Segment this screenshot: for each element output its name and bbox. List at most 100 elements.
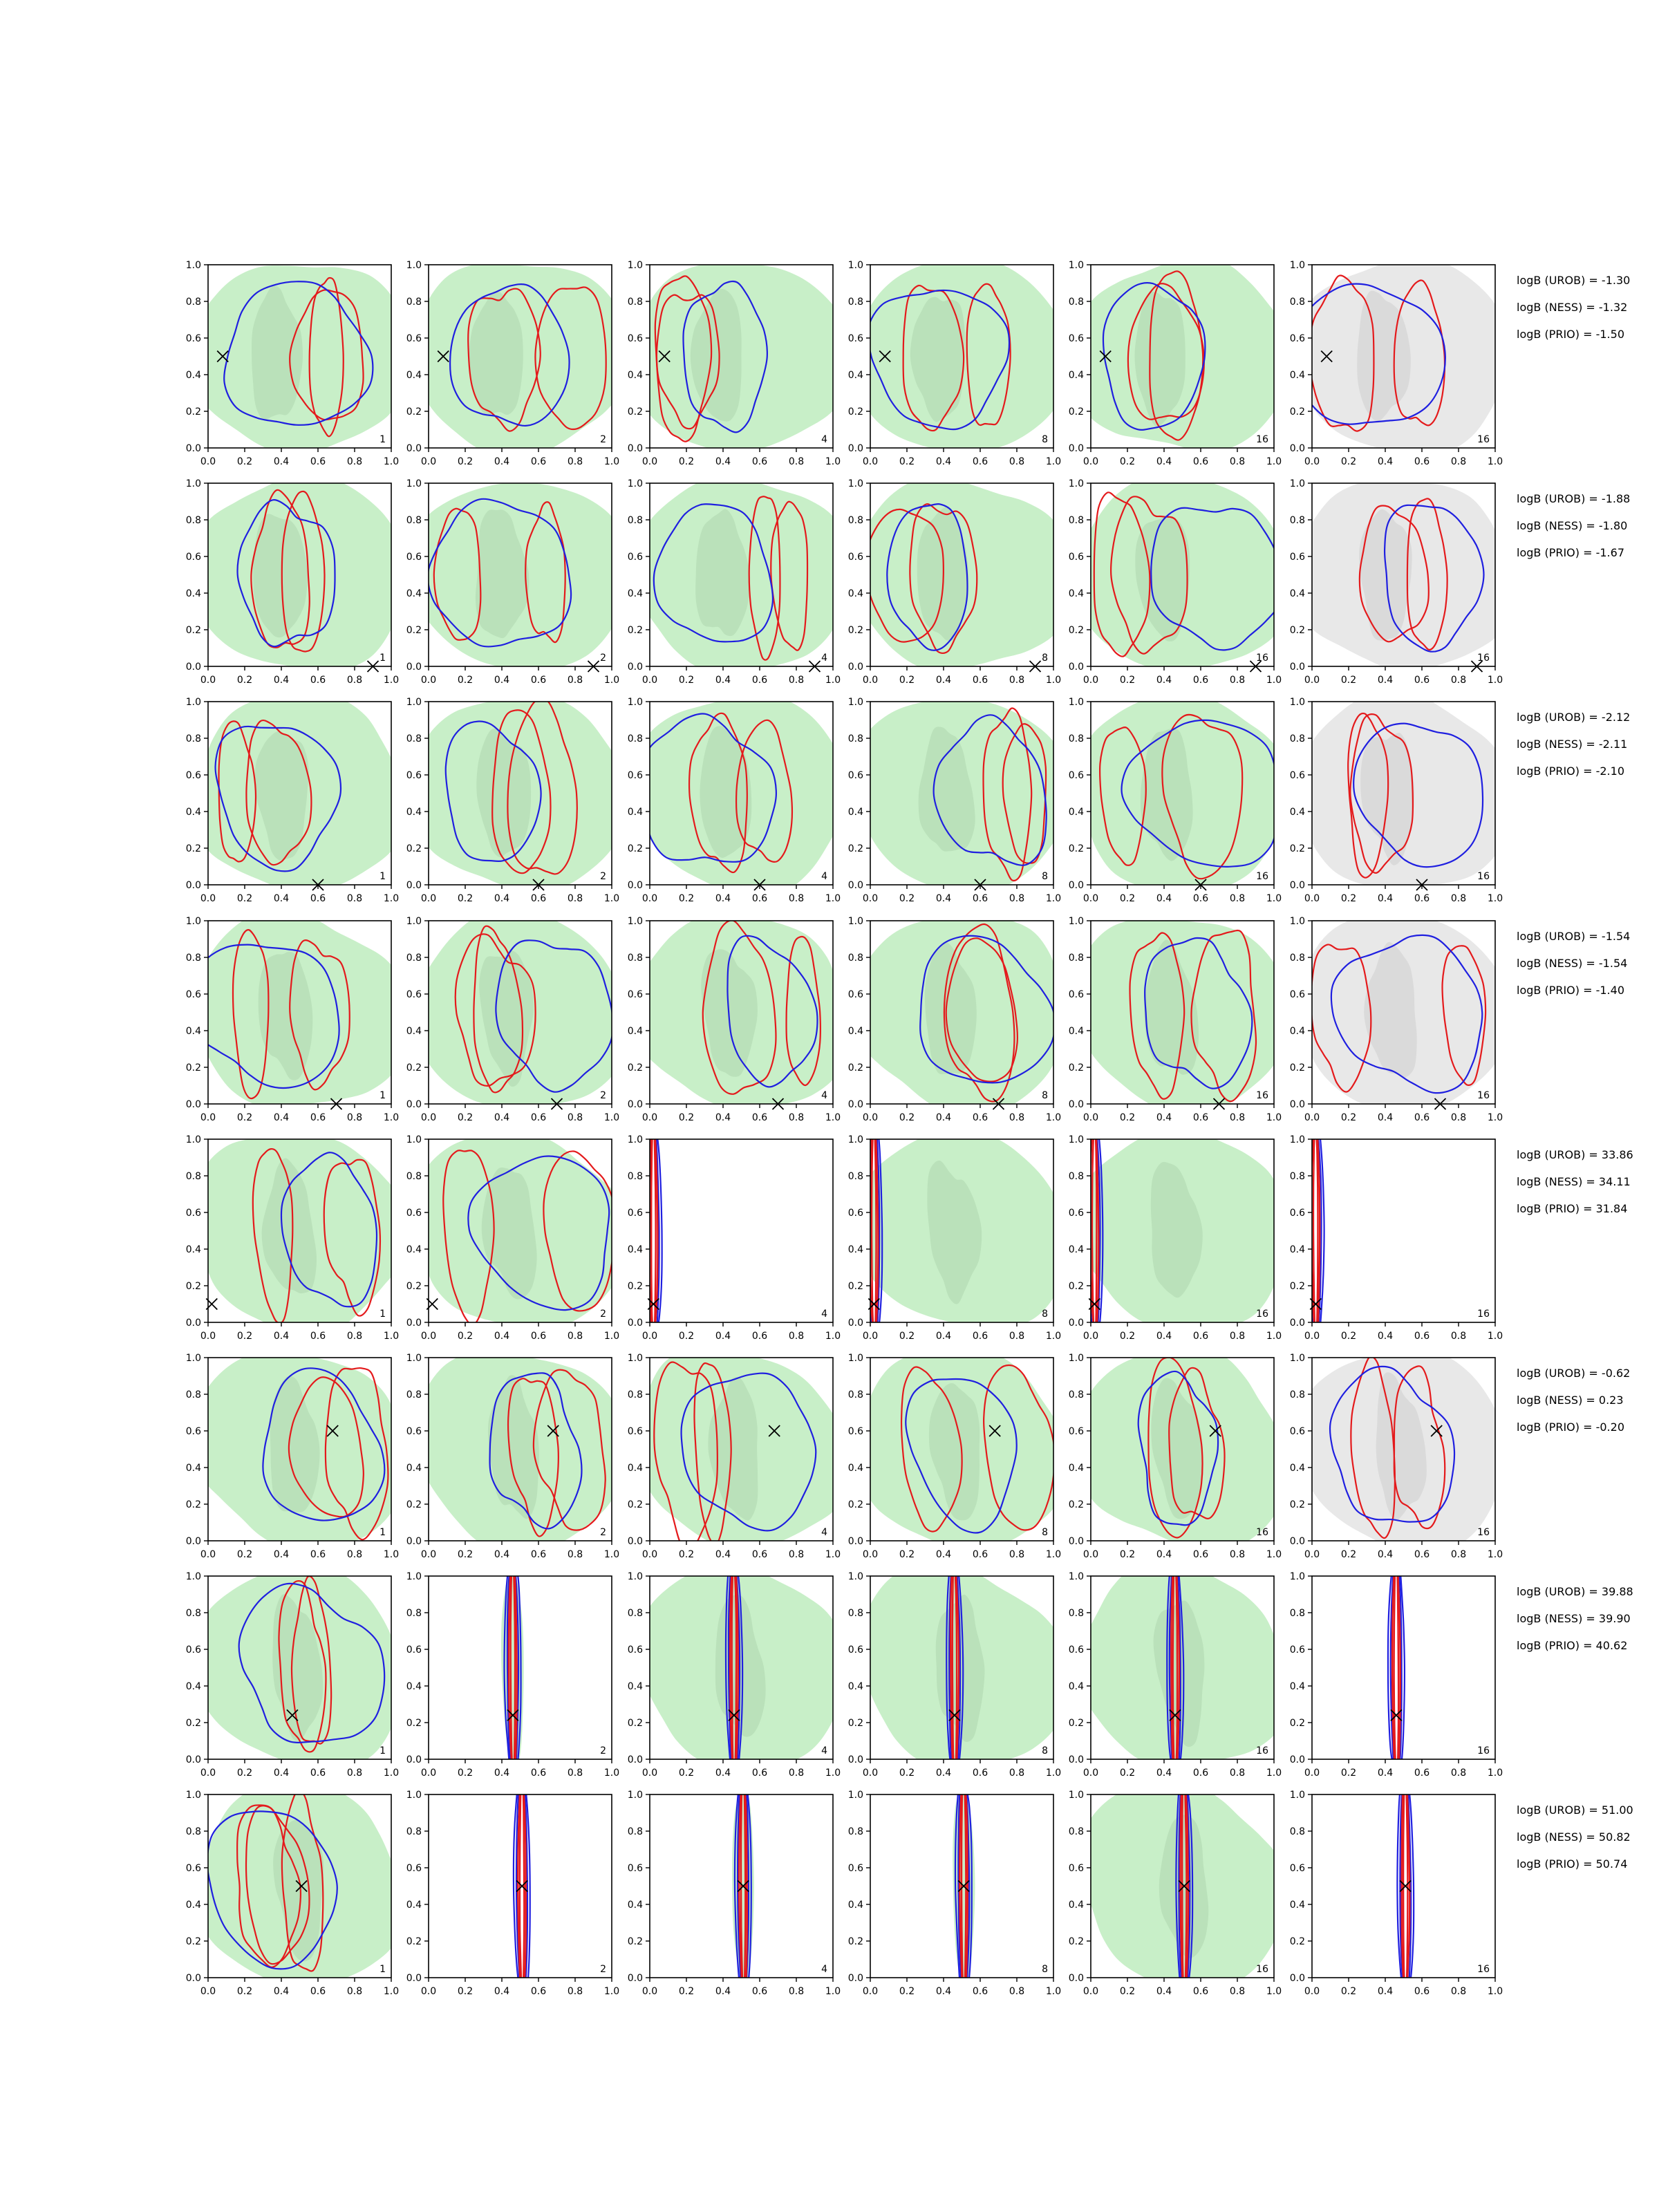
x-tick-label: 0.8 [568, 1112, 583, 1123]
y-tick-label: 0.4 [628, 1463, 643, 1474]
y-tick-label: 0.2 [848, 1499, 863, 1510]
x-tick-label: 0.6 [531, 1986, 546, 1997]
y-tick-label: 1.0 [628, 1571, 643, 1582]
x-tick-label: 0.0 [421, 1768, 436, 1779]
x-tick-label: 0.6 [973, 893, 988, 904]
axes-frame [207, 701, 392, 885]
y-tick-label: 0.8 [1290, 733, 1305, 744]
y-tick-label: 0.0 [406, 1536, 422, 1547]
y-tick-label: 0.0 [1069, 1973, 1084, 1984]
red-contour [650, 1139, 657, 1322]
panel-r6-c1: 0.0 0.0 0.2 0.2 0.4 0.4 0.6 0.6 0.8 0.8 1.0 1.0 1 [186, 1353, 399, 1560]
y-tick-label: 0.4 [1290, 1463, 1305, 1474]
axes-frame [428, 1138, 612, 1323]
x-tick-label: 0.0 [1304, 893, 1320, 904]
blue-contour [280, 1152, 378, 1308]
y-tick-label: 1.0 [1069, 1134, 1084, 1145]
x-tick-label: 0.8 [347, 1986, 362, 1997]
density-fill-core [252, 285, 303, 420]
x-tick-label: 1.0 [1046, 893, 1061, 904]
axes-frame [870, 1794, 1054, 1978]
x-tick-label: 0.0 [200, 1112, 216, 1123]
blue-contour [886, 503, 968, 651]
x-tick-label: 1.0 [825, 1549, 841, 1560]
x-tick-label: 0.2 [1341, 1768, 1356, 1779]
panel-r6-c4: 0.00.0 0.2 0.2 0.4 0.4 0.6 0.6 0.8 0.8 1.0 1.0 8 [848, 1353, 1061, 1560]
density-fill-core [1364, 941, 1417, 1078]
x-tick-label: 0.0 [1304, 1986, 1320, 1997]
blue-contour [1329, 1365, 1456, 1523]
x-tick-label: 1.0 [384, 1112, 399, 1123]
y-tick-label: 0.6 [628, 552, 643, 563]
blue-contour [870, 289, 1011, 431]
y-tick-label: 0.4 [848, 1244, 863, 1255]
y-tick-label: 0.6 [1069, 333, 1084, 344]
y-tick-label: 0.2 [1290, 406, 1305, 418]
panel-r5-c1: 0.0 0.0 0.2 0.2 0.4 0.4 0.6 0.6 0.8 0.8 1.0 1.0 1 [186, 1134, 399, 1342]
y-tick-label: 0.4 [406, 588, 422, 599]
true-parameter-marker [1212, 1098, 1226, 1110]
axes-frame [1311, 1575, 1496, 1760]
axes-frame [428, 1794, 612, 1978]
panel-r8-c2: 0.0 0.0 0.2 0.2 0.4 0.4 0.6 0.6 0.8 0.8 1.0 1.0 2 [406, 1790, 619, 1997]
x-tick-label: 0.6 [1414, 1549, 1430, 1560]
y-tick-label: 0.8 [628, 1171, 643, 1182]
axes-frame [428, 264, 612, 449]
blue-contour [1389, 1576, 1403, 1759]
panel-r5-c3: 0.0 0.0 0.2 0.2 0.4 0.4 0.6 0.6 0.8 0.8 1.0 1.0 4 [628, 1134, 841, 1342]
x-tick-label: 0.0 [200, 456, 216, 467]
y-tick-label: 1.0 [848, 1790, 863, 1801]
panel-r5-c2: 0.0 0.0 0.2 0.2 0.4 0.4 0.6 0.6 0.8 0.8 1.0 1.0 2 [406, 1134, 619, 1342]
y-tick-label: 0.2 [628, 1499, 643, 1510]
y-tick-label: 0.6 [1290, 1208, 1305, 1219]
axes-frame [1311, 264, 1496, 449]
y-tick-label: 0.8 [186, 1608, 201, 1619]
y-tick-label: 0.8 [1290, 953, 1305, 964]
y-tick-label: 0.4 [1069, 1244, 1084, 1255]
x-tick-label: 0.2 [237, 675, 252, 686]
x-tick-label: 0.8 [1009, 893, 1024, 904]
x-tick-label: 0.4 [715, 1549, 731, 1560]
y-tick-label: 0.4 [848, 807, 863, 818]
y-tick-label: 0.2 [1069, 843, 1084, 854]
x-tick-label: 0.2 [237, 1112, 252, 1123]
red-contour [909, 503, 978, 655]
panel-label: 8 [1042, 1527, 1048, 1538]
axes-frame [1090, 1794, 1275, 1978]
x-tick-label: 0.6 [752, 1986, 767, 1997]
y-tick-label: 0.8 [406, 1389, 422, 1400]
red-contour [1358, 505, 1430, 643]
true-parameter-marker [647, 1297, 659, 1311]
panel-contours [429, 483, 612, 666]
x-tick-label: 1.0 [1046, 1986, 1061, 1997]
y-tick-label: 1.0 [628, 1353, 643, 1364]
y-tick-label: 0.2 [1069, 1499, 1084, 1510]
y-tick-label: 0.0 [186, 1973, 201, 1984]
blue-contour [1178, 1794, 1191, 1978]
y-tick-label: 0.4 [1290, 1026, 1305, 1037]
y-tick-label: 0.0 [1069, 1536, 1084, 1547]
x-tick-label: 1.0 [1266, 1986, 1282, 1997]
red-contour [748, 496, 781, 661]
y-tick-label: 0.6 [186, 1208, 201, 1219]
true-parameter-marker [948, 1709, 961, 1722]
red-contour [702, 921, 777, 1095]
x-tick-label: 0.0 [1083, 1549, 1098, 1560]
blue-contour [1143, 937, 1253, 1089]
red-contour [943, 923, 1015, 1103]
y-tick-label: 0.6 [186, 989, 201, 1000]
x-tick-label: 1.0 [604, 1112, 619, 1123]
y-tick-label: 0.6 [1069, 1426, 1084, 1437]
y-tick-label: 0.4 [628, 1681, 643, 1692]
red-contour [729, 1576, 740, 1759]
red-contour [1110, 496, 1188, 655]
panel-contours [1387, 1576, 1406, 1759]
x-tick-label: 0.8 [1009, 1549, 1024, 1560]
x-tick-label: 1.0 [825, 1112, 841, 1123]
blue-contour [503, 1576, 522, 1759]
y-tick-label: 0.0 [628, 1099, 643, 1110]
y-tick-label: 0.8 [1069, 1826, 1084, 1837]
y-tick-label: 0.8 [848, 1171, 863, 1182]
blue-contour [1166, 1576, 1185, 1759]
panel-r4-c1: 0.0 0.0 0.2 0.2 0.4 0.4 0.6 0.6 0.8 0.8 1.0 1.0 1 [186, 916, 399, 1123]
